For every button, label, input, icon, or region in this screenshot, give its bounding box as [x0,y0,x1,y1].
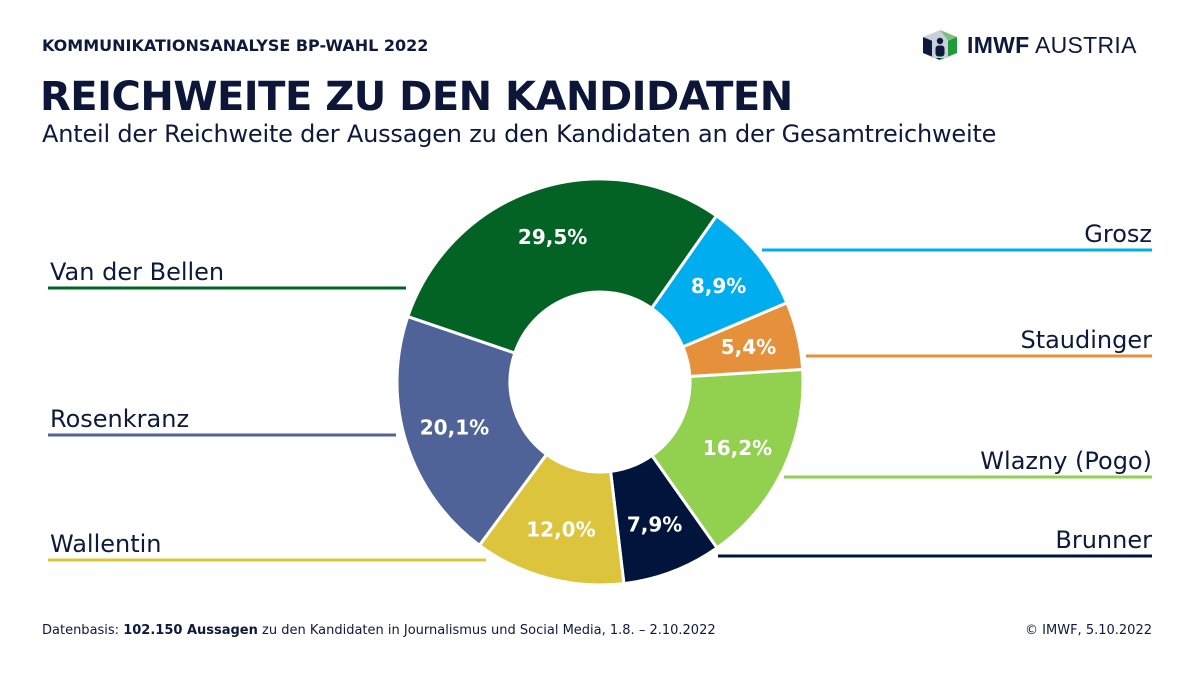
imwf-cube-person-icon [923,30,957,60]
page-subtitle: Anteil der Reichweite der Aussagen zu de… [42,120,997,148]
logo-wordmark: IMWF AUSTRIA [967,32,1137,59]
source-prefix: Datenbasis: [42,623,124,638]
slice-van-der-bellen [405,177,719,355]
legend-label-grosz: Grosz [1084,220,1152,248]
kicker-heading: KOMMUNIKATIONSANALYSE BP-WAHL 2022 [42,36,429,55]
data-source-note: Datenbasis: 102.150 Aussagen zu den Kand… [42,623,716,638]
legend-label-brunner: Brunner [1055,526,1152,554]
data-label-rosenkranz: 20,1% [420,416,489,440]
slice-rosenkranz [395,314,549,548]
legend-label-wlazny-pogo: Wlazny (Pogo) [980,447,1152,475]
legend-label-wallentin: Wallentin [50,530,162,558]
legend-label-staudinger: Staudinger [1020,326,1152,354]
logo-regular-text: AUSTRIA [1034,31,1137,58]
data-label-wlazny-pogo: 16,2% [703,436,772,460]
legend-label-van-der-bellen: Van der Bellen [50,258,224,286]
data-label-van-der-bellen: 29,5% [518,225,587,249]
imwf-logo: IMWF AUSTRIA [921,29,1137,61]
legend-label-rosenkranz: Rosenkranz [50,405,189,433]
logo-bold-text: IMWF [967,31,1030,58]
data-label-grosz: 8,9% [691,274,746,298]
slice-wlazny-pogo [649,367,805,550]
data-label-wallentin: 12,0% [526,517,595,541]
source-count: 102.150 Aussagen [123,623,258,638]
page-title: REICHWEITE ZU DEN KANDIDATEN [40,74,793,120]
data-label-brunner: 7,9% [627,512,682,536]
data-label-staudinger: 5,4% [721,335,776,359]
source-suffix: zu den Kandidaten in Journalismus und So… [257,623,716,638]
copyright-note: © IMWF, 5.10.2022 [1025,623,1152,638]
